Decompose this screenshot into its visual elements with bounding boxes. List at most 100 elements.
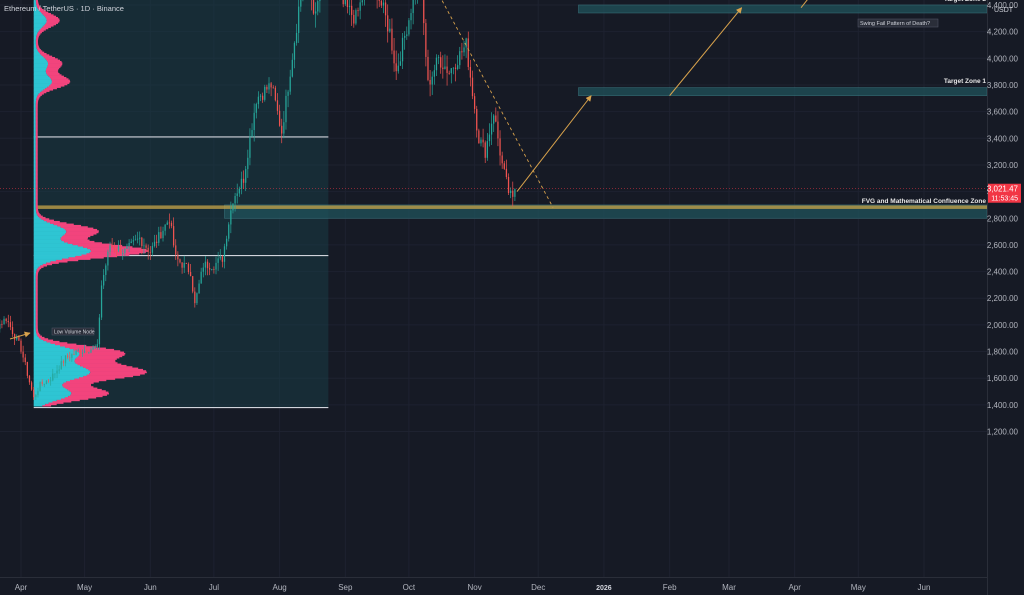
profile-bar-sell — [67, 388, 102, 391]
candle-body — [77, 350, 79, 352]
candle-body — [378, 0, 380, 1]
time-tick-label: Apr — [788, 583, 801, 592]
profile-bar-sell — [35, 108, 38, 111]
candle-body — [181, 262, 183, 268]
candle-body — [319, 0, 321, 2]
candle-body — [166, 222, 168, 225]
profile-bar-buy — [33, 318, 36, 320]
profile-bar-sell — [37, 7, 42, 10]
profile-bar-buy — [33, 192, 36, 195]
candle-body — [209, 268, 211, 270]
profile-bar-sell — [72, 243, 112, 246]
profile-bar-buy — [33, 394, 71, 396]
time-tick-label: Sep — [338, 583, 353, 592]
profile-bar-sell — [50, 83, 68, 86]
profile-bar-buy — [33, 146, 36, 148]
profile-bar-sell — [47, 63, 63, 66]
candle-body — [143, 245, 145, 247]
profile-bar-buy — [33, 128, 36, 131]
profile-bar-buy — [33, 38, 36, 40]
profile-bar-buy — [33, 80, 52, 83]
profile-bar-buy — [33, 234, 64, 236]
candle-body — [232, 203, 234, 211]
profile-bar-buy — [33, 278, 36, 280]
profile-bar-sell — [64, 240, 95, 243]
profile-bar-buy — [33, 102, 36, 104]
profile-bar-sell — [35, 124, 38, 127]
profile-bar-buy — [33, 220, 47, 223]
profile-bar-buy — [33, 186, 36, 188]
candle-body — [435, 57, 438, 71]
profile-bar-sell — [88, 368, 144, 371]
profile-bar-sell — [36, 36, 39, 39]
candle-body — [259, 95, 262, 97]
profile-bar-sell — [35, 200, 38, 203]
profile-bar-sell — [48, 402, 64, 404]
profile-bar-sell — [35, 111, 38, 114]
profile-bar-buy — [33, 216, 40, 219]
profile-bar-buy — [33, 148, 36, 151]
profile-bar-sell — [47, 74, 62, 76]
profile-bar-buy — [33, 139, 36, 142]
time-tick-label: Nov — [468, 583, 482, 592]
price-tick-label: 1,600.00 — [987, 374, 1019, 383]
profile-bar-sell — [44, 56, 56, 59]
profile-bar-sell — [35, 112, 38, 115]
profile-bar-buy — [33, 110, 36, 112]
target-zone-2 — [578, 4, 988, 14]
candle-body — [478, 130, 480, 144]
profile-bar-buy — [33, 298, 36, 300]
price-axis: 1,200.00 1,400.00 1,600.00 1,800.00 2,000.00… — [987, 0, 1021, 595]
profile-bar-buy — [33, 132, 36, 135]
candle-body — [230, 210, 232, 225]
profile-bar-buy — [33, 282, 36, 284]
profile-bar-sell — [35, 142, 38, 144]
candle-body — [295, 32, 298, 43]
profile-bar-sell — [35, 118, 38, 120]
candle-body — [444, 66, 446, 70]
profile-bar-buy — [33, 283, 36, 286]
profile-bar-buy — [33, 386, 64, 388]
time-tick-label: Jun — [144, 583, 157, 592]
profile-bar-buy — [33, 87, 46, 90]
profile-bar-sell — [35, 276, 38, 279]
profile-bar-sell — [35, 275, 38, 278]
candle-body — [60, 361, 62, 370]
profile-bar-sell — [83, 366, 133, 368]
last-price-value: 3,021.47 — [987, 185, 1019, 194]
profile-bar-sell — [55, 259, 79, 262]
profile-bar-buy — [33, 32, 38, 35]
profile-bar-sell — [50, 260, 68, 263]
candle-body — [266, 86, 268, 90]
profile-bar-sell — [47, 86, 61, 88]
profile-bar-buy — [33, 223, 54, 226]
profile-bar-buy — [33, 379, 71, 382]
profile-bar-buy — [33, 315, 36, 318]
profile-bar-sell — [35, 135, 38, 138]
profile-bar-buy — [33, 295, 36, 298]
profile-bar-buy — [33, 168, 36, 171]
profile-bar-sell — [35, 43, 39, 46]
swing-fail-label: Swing Fail Pattern of Death? — [860, 21, 930, 27]
profile-bar-buy — [33, 199, 36, 202]
profile-bar-sell — [57, 224, 82, 227]
profile-bar-sell — [89, 251, 146, 254]
profile-bar-sell — [35, 38, 39, 40]
profile-bar-buy — [33, 196, 36, 199]
profile-bar-sell — [35, 304, 38, 307]
candle-body — [298, 6, 300, 33]
profile-bar-sell — [35, 279, 38, 282]
profile-bar-sell — [35, 283, 38, 286]
profile-bar-sell — [77, 355, 123, 358]
profile-bar-sell — [46, 67, 60, 70]
profile-bar-sell — [40, 91, 47, 94]
profile-bar-sell — [35, 138, 38, 140]
price-tick-label: 4,400.00 — [987, 1, 1019, 10]
profile-bar-buy — [33, 332, 37, 335]
profile-bar-sell — [35, 322, 38, 324]
profile-bar-sell — [41, 218, 50, 220]
candle-body — [56, 370, 58, 374]
profile-bar-sell — [40, 52, 47, 55]
profile-bar-buy — [33, 327, 36, 330]
